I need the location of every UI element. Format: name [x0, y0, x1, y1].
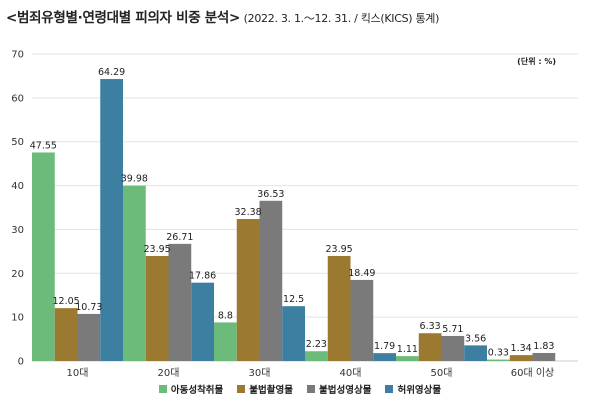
bar — [259, 200, 283, 361]
bar — [464, 345, 487, 361]
bar — [236, 218, 260, 361]
y-tick-label: 10 — [11, 313, 24, 324]
data-label: 10.73 — [75, 302, 102, 313]
chart-title: <범죄유형별·연령대별 피의자 비중 분석> (2022. 3. 1.～12. … — [6, 6, 598, 26]
legend: 아동성착취물 불법촬영물 불법성영상물 허위영상물 — [0, 382, 600, 396]
bar — [214, 322, 237, 361]
y-axis-ticks: 0 10 20 30 40 50 60 70 — [11, 50, 24, 368]
data-label: 12.05 — [53, 296, 80, 307]
data-label: 5.71 — [442, 324, 463, 335]
y-tick-label: 0 — [18, 357, 24, 368]
chart-title-sub: (2022. 3. 1.～12. 31. / 킥스(KICS) 통계) — [243, 12, 440, 25]
legend-item: 허위영상물 — [385, 382, 441, 396]
data-label: 8.8 — [218, 310, 233, 321]
legend-swatch — [158, 385, 167, 393]
data-labels: 47.5512.0510.7364.2939.9823.9526.7117.86… — [30, 67, 555, 359]
bar — [305, 351, 328, 361]
data-label: 26.71 — [166, 232, 193, 243]
y-tick-label: 50 — [11, 137, 24, 148]
bar — [396, 356, 419, 361]
data-label: 0.33 — [488, 348, 509, 359]
data-label: 39.98 — [121, 174, 148, 185]
legend-label: 허위영상물 — [397, 385, 442, 396]
bar — [282, 306, 305, 361]
bar — [487, 359, 510, 361]
legend-swatch — [385, 385, 394, 393]
x-tick-label: 10대 — [67, 367, 89, 379]
data-label: 17.86 — [189, 271, 216, 282]
bar — [145, 255, 169, 361]
data-label: 1.11 — [397, 344, 418, 355]
data-label: 64.29 — [98, 67, 125, 78]
data-label: 36.53 — [257, 189, 284, 200]
legend-item: 불법촬영물 — [237, 382, 293, 396]
bar — [532, 352, 556, 361]
data-label: 1.83 — [533, 341, 554, 352]
y-tick-label: 40 — [11, 181, 24, 192]
x-axis-ticks: 10대 20대 30대 40대 50대 60대 이상 — [67, 367, 555, 379]
y-tick-label: 70 — [11, 50, 24, 61]
x-tick-label: 60대 이상 — [511, 367, 555, 379]
legend-item: 아동성착취물 — [158, 382, 224, 396]
unit-label: (단위 : %) — [517, 57, 556, 66]
legend-swatch — [237, 385, 246, 393]
x-tick-label: 50대 — [431, 367, 453, 379]
data-label: 1.34 — [511, 343, 532, 354]
bar — [327, 255, 351, 361]
x-tick-label: 20대 — [158, 367, 180, 379]
data-label: 6.33 — [420, 321, 441, 332]
bar — [54, 308, 78, 361]
bar — [123, 185, 146, 361]
data-label: 12.5 — [283, 294, 304, 305]
bar — [418, 333, 442, 361]
bar — [100, 79, 123, 362]
legend-item: 불법성영상물 — [307, 382, 371, 396]
legend-label: 아동성착취물 — [170, 385, 224, 396]
data-label: 18.49 — [348, 268, 375, 279]
bars — [32, 79, 556, 362]
bar — [509, 355, 533, 361]
bar — [77, 313, 101, 361]
bar — [441, 335, 465, 361]
legend-label: 불법성영상물 — [319, 385, 372, 396]
data-label: 2.23 — [306, 339, 327, 350]
y-tick-label: 60 — [11, 93, 24, 104]
bar — [350, 279, 374, 361]
data-label: 32.38 — [235, 207, 262, 218]
data-label: 3.56 — [465, 333, 486, 344]
legend-label: 불법촬영물 — [249, 385, 293, 396]
bar — [373, 353, 396, 361]
y-tick-label: 20 — [11, 269, 24, 280]
bar — [168, 243, 192, 361]
bar — [32, 152, 55, 361]
x-tick-label: 30대 — [249, 367, 271, 379]
chart-title-main: <범죄유형별·연령대별 피의자 비중 분석> — [6, 10, 240, 26]
data-label: 1.79 — [374, 341, 395, 352]
data-label: 47.55 — [30, 140, 57, 151]
data-label: 23.95 — [326, 244, 353, 255]
y-tick-label: 30 — [11, 225, 24, 236]
data-label: 23.95 — [144, 244, 171, 255]
x-tick-label: 40대 — [340, 367, 362, 379]
legend-swatch — [307, 385, 315, 393]
bar — [191, 282, 214, 361]
